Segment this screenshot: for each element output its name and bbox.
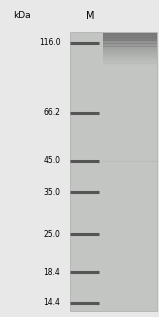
Bar bbox=[103, 49, 157, 50]
Bar bbox=[103, 38, 157, 39]
Bar bbox=[103, 42, 157, 43]
Bar bbox=[103, 40, 157, 41]
Bar bbox=[103, 62, 157, 63]
Bar bbox=[103, 73, 157, 74]
Bar bbox=[103, 35, 157, 36]
Bar bbox=[103, 36, 157, 37]
Text: 14.4: 14.4 bbox=[44, 298, 60, 307]
Bar bbox=[103, 47, 157, 48]
Bar bbox=[103, 57, 157, 58]
Text: 18.4: 18.4 bbox=[44, 268, 60, 277]
Bar bbox=[103, 76, 157, 77]
Text: 116.0: 116.0 bbox=[39, 38, 60, 47]
Bar bbox=[103, 80, 157, 81]
Bar bbox=[103, 44, 157, 45]
Bar bbox=[103, 75, 157, 76]
Bar bbox=[103, 60, 157, 61]
Bar bbox=[103, 66, 157, 67]
Bar bbox=[103, 33, 157, 40]
Bar bbox=[103, 43, 157, 44]
Bar bbox=[103, 74, 157, 75]
Bar bbox=[70, 3, 157, 32]
Bar bbox=[103, 64, 157, 65]
Bar bbox=[103, 34, 157, 35]
Bar bbox=[103, 58, 157, 59]
Bar bbox=[103, 70, 157, 71]
Bar bbox=[103, 41, 157, 42]
Bar bbox=[103, 55, 157, 56]
Bar bbox=[103, 72, 157, 73]
Bar bbox=[103, 55, 157, 56]
Bar bbox=[103, 63, 157, 64]
Text: 25.0: 25.0 bbox=[44, 230, 60, 238]
Bar bbox=[103, 49, 157, 50]
Bar bbox=[70, 32, 157, 311]
Bar bbox=[103, 79, 157, 80]
Bar bbox=[103, 52, 157, 53]
Bar bbox=[103, 65, 157, 66]
Bar bbox=[103, 43, 157, 44]
Text: 66.2: 66.2 bbox=[44, 108, 60, 117]
Text: 45.0: 45.0 bbox=[43, 156, 60, 165]
Bar bbox=[103, 54, 157, 55]
Bar bbox=[103, 37, 157, 38]
Bar bbox=[103, 71, 157, 72]
Text: 35.0: 35.0 bbox=[43, 188, 60, 197]
Bar bbox=[103, 45, 157, 46]
Bar bbox=[103, 48, 157, 49]
Text: kDa: kDa bbox=[14, 11, 31, 20]
Bar bbox=[103, 51, 157, 52]
Bar bbox=[103, 48, 157, 49]
Bar bbox=[103, 39, 157, 40]
Bar bbox=[103, 80, 157, 81]
Bar bbox=[103, 33, 157, 34]
Bar bbox=[103, 69, 157, 70]
Bar bbox=[103, 66, 157, 67]
Bar bbox=[103, 78, 157, 79]
Bar bbox=[103, 53, 157, 54]
Bar bbox=[103, 56, 157, 57]
Bar bbox=[103, 61, 157, 62]
Text: M: M bbox=[86, 11, 94, 21]
Bar bbox=[103, 72, 157, 73]
Bar bbox=[103, 54, 157, 55]
Bar bbox=[103, 68, 157, 69]
Bar bbox=[103, 46, 157, 47]
Bar bbox=[103, 60, 157, 61]
Bar bbox=[103, 50, 157, 51]
Bar bbox=[103, 37, 157, 38]
Bar bbox=[103, 67, 157, 68]
Bar bbox=[103, 61, 157, 62]
Bar bbox=[103, 59, 157, 60]
Bar bbox=[103, 77, 157, 78]
